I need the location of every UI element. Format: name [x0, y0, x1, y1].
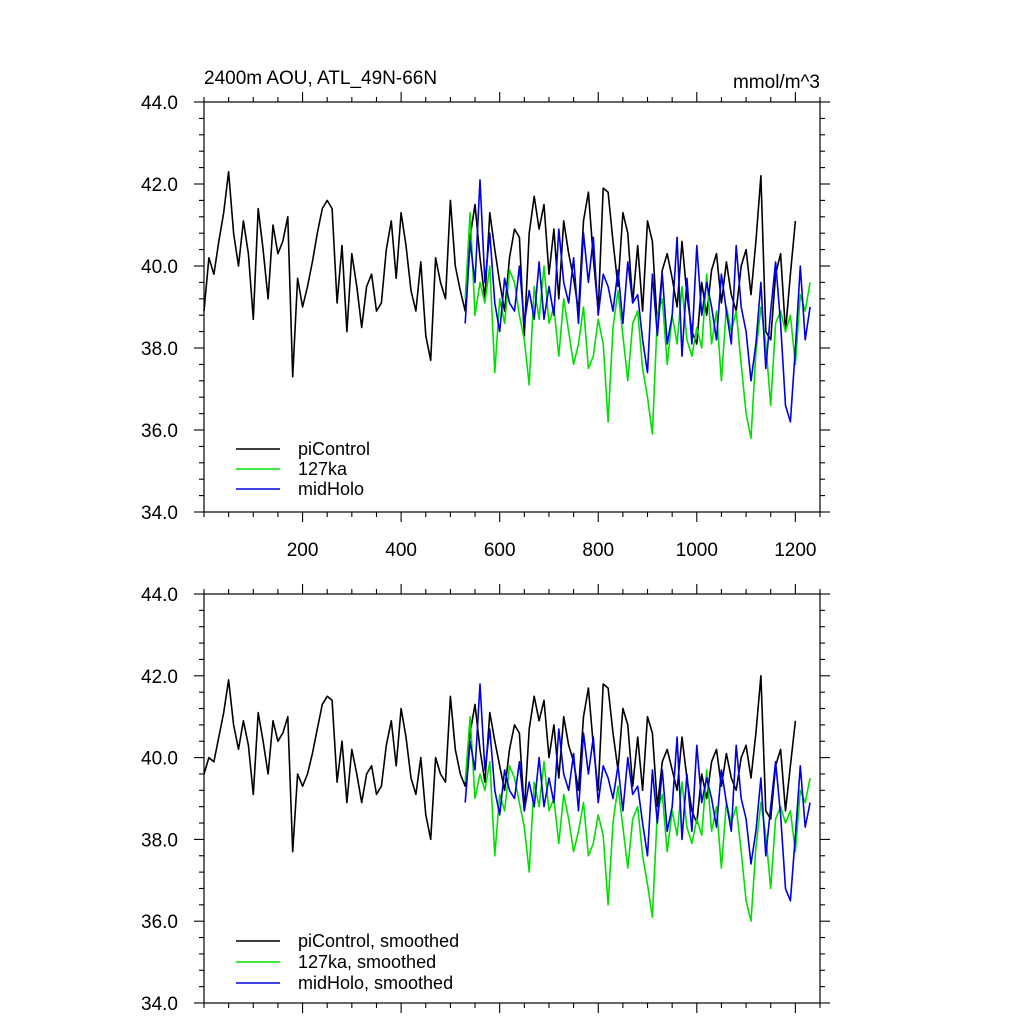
top-panel-y-tick-label: 40.0: [141, 257, 178, 278]
top-panel-series-picontrol: [203, 170, 797, 378]
top-panel-frame: [203, 101, 821, 513]
top-panel-x-tick-label: 600: [484, 540, 516, 561]
top-panel-legend-item: piControl: [236, 439, 370, 459]
top-panel-x-tick-label: 200: [287, 540, 319, 561]
top-panel-y-tick-label: 42.0: [141, 175, 178, 196]
bottom-panel-legend-label: 127ka, smoothed: [298, 952, 436, 972]
top-panel-axes: 200 400 600 800 1000 1200 34.0 36.0 38.0 40.0 42.0…: [141, 92, 830, 561]
top-panel-x-tick-label: 1200: [774, 540, 816, 561]
bottom-panel-series-127ka-smoothed: [464, 715, 811, 922]
bottom-panel-series-picontrol-smoothed: [203, 675, 797, 853]
bottom-panel: 34.0 36.0 38.0 40.0 42.0 44.0 piControl, smoo…: [141, 584, 830, 1015]
bottom-panel-y-tick-label: 38.0: [141, 830, 178, 851]
top-panel-title: 2400m AOU, ATL_49N-66N: [204, 68, 437, 89]
top-panel-y-tick-label: 38.0: [141, 339, 178, 360]
top-panel: 2400m AOU, ATL_49N-66N mmol/m^3 200 400 60…: [141, 68, 830, 561]
bottom-panel-y-tick-label: 44.0: [141, 585, 178, 606]
top-panel-x-tick-label: 800: [582, 540, 614, 561]
bottom-panel-legend-label: piControl, smoothed: [298, 931, 459, 951]
top-panel-x-tick-label: 400: [385, 540, 417, 561]
bottom-panel-legend-item: piControl, smoothed: [236, 931, 459, 951]
bottom-panel-y-tick-label: 34.0: [141, 994, 178, 1015]
top-panel-y-tick-label: 36.0: [141, 421, 178, 442]
top-panel-legend-label: piControl: [298, 439, 370, 459]
bottom-panel-y-tick-label: 42.0: [141, 667, 178, 688]
top-panel-legend-item: midHolo: [236, 479, 364, 499]
bottom-panel-axes: 34.0 36.0 38.0 40.0 42.0 44.0: [141, 584, 830, 1015]
top-panel-x-tick-label: 1000: [676, 540, 718, 561]
bottom-panel-frame: [203, 593, 821, 1004]
top-panel-series-127ka: [464, 211, 811, 439]
top-panel-units: mmol/m^3: [733, 72, 820, 93]
top-panel-legend-item: 127ka: [236, 459, 348, 479]
bottom-panel-legend-item: midHolo, smoothed: [236, 973, 453, 993]
top-panel-legend-label: midHolo: [298, 479, 364, 499]
bottom-panel-y-tick-label: 40.0: [141, 749, 178, 770]
bottom-panel-legend-label: midHolo, smoothed: [298, 973, 453, 993]
top-panel-series-midholo: [464, 179, 811, 423]
top-panel-y-tick-label: 44.0: [141, 93, 178, 114]
bottom-panel-series-midholo-smoothed: [464, 683, 811, 902]
top-panel-series: [203, 170, 811, 439]
top-panel-legend-label: 127ka: [298, 459, 348, 479]
bottom-panel-legend-item: 127ka, smoothed: [236, 952, 436, 972]
bottom-panel-series: [203, 675, 811, 922]
top-panel-y-tick-label: 34.0: [141, 503, 178, 524]
bottom-panel-y-tick-label: 36.0: [141, 912, 178, 933]
